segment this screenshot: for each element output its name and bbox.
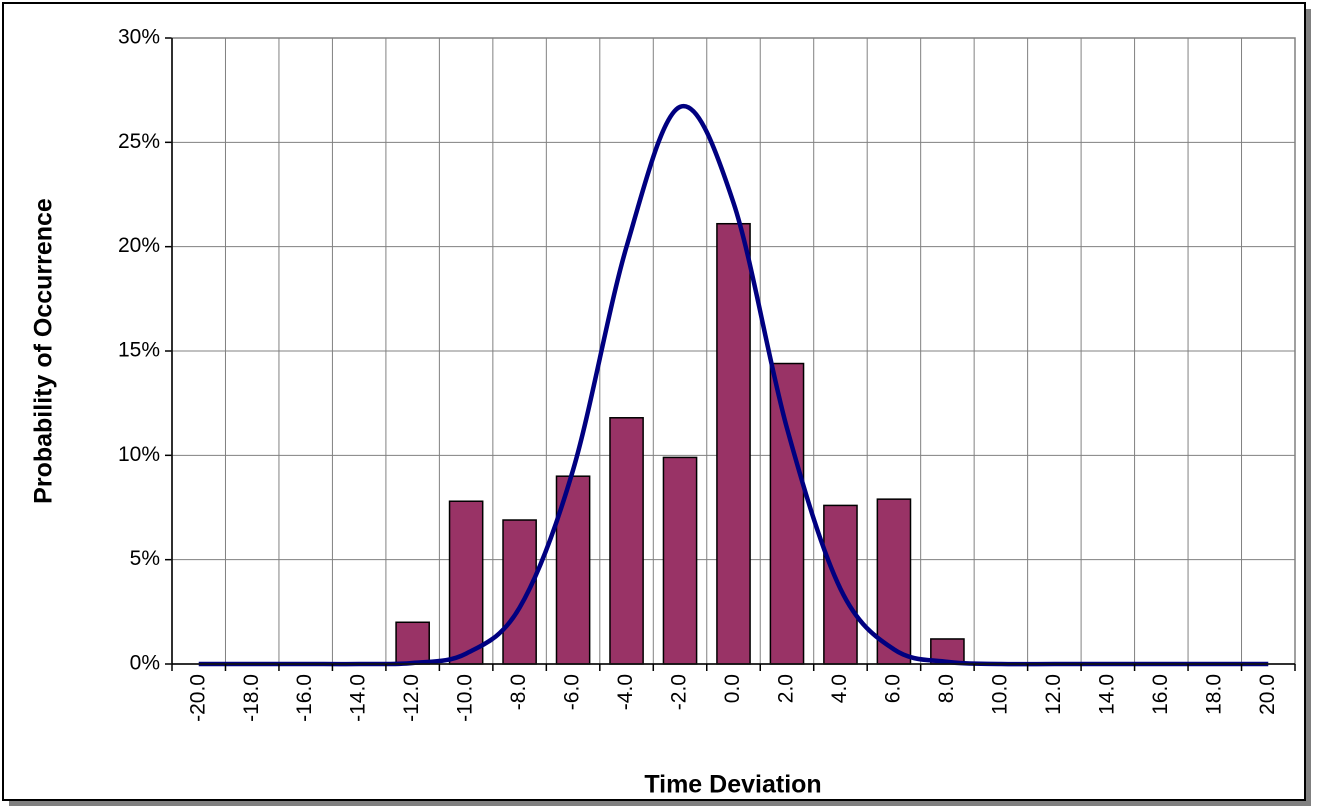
y-axis-title: Probability of Occurrence xyxy=(30,198,58,504)
x-tick-label: -4.0 xyxy=(614,674,637,710)
x-tick-label: -8.0 xyxy=(507,674,530,710)
x-tick-label: 8.0 xyxy=(935,674,958,703)
x-tick-label: 16.0 xyxy=(1149,674,1172,715)
x-tick-label: -14.0 xyxy=(347,674,370,722)
y-tick-label: 15% xyxy=(118,339,160,362)
bar xyxy=(769,362,805,665)
y-tick-label: 0% xyxy=(130,652,160,675)
x-tick-label: 4.0 xyxy=(828,674,851,703)
bar xyxy=(448,500,484,665)
y-tick-label: 20% xyxy=(118,234,160,257)
x-tick-label: 14.0 xyxy=(1095,674,1118,715)
x-tick-label: -6.0 xyxy=(561,674,584,710)
bar xyxy=(502,519,537,665)
x-tick-label: 12.0 xyxy=(1042,674,1065,715)
x-tick-label: -18.0 xyxy=(240,674,263,722)
y-tick-label: 10% xyxy=(118,443,160,466)
x-tick-label: -2.0 xyxy=(668,674,691,710)
x-tick-label: -10.0 xyxy=(454,674,477,722)
x-tick-label: -20.0 xyxy=(186,674,209,722)
bar xyxy=(395,621,430,665)
x-tick-label: 20.0 xyxy=(1256,674,1279,715)
x-tick-label: 2.0 xyxy=(775,674,798,703)
x-tick-label: -12.0 xyxy=(400,674,423,722)
bar xyxy=(609,417,644,665)
x-tick-label: -16.0 xyxy=(293,674,316,722)
y-tick-label: 25% xyxy=(118,130,160,153)
x-tick-label: 0.0 xyxy=(721,674,744,703)
bar xyxy=(876,498,912,665)
bar xyxy=(716,222,751,665)
x-tick-label: 10.0 xyxy=(988,674,1011,715)
x-tick-label: 6.0 xyxy=(881,674,904,703)
x-axis-title: Time Deviation xyxy=(644,771,821,799)
bar xyxy=(662,456,698,665)
y-tick-label: 30% xyxy=(118,26,160,49)
x-tick-label: 18.0 xyxy=(1202,674,1225,715)
y-tick-label: 5% xyxy=(130,547,160,570)
